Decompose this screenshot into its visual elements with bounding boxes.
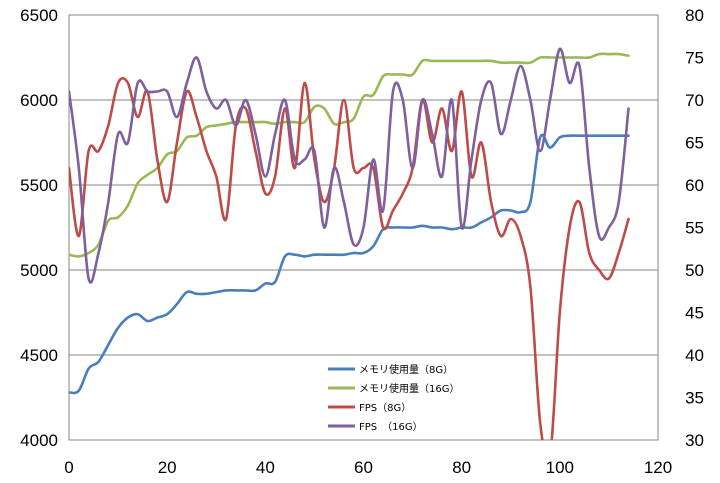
x-tick-label: 40	[256, 458, 275, 477]
series-line-fps-16g	[69, 47, 630, 284]
x-tick-label: 60	[354, 458, 373, 477]
y-right-tick-label: 55	[685, 219, 704, 238]
y-left-tick-label: 4500	[20, 346, 58, 365]
y-right-tick-label: 75	[685, 49, 704, 68]
x-tick-label: 80	[452, 458, 471, 477]
y-right-tick-label: 70	[685, 91, 704, 110]
y-left-tick-label: 5500	[20, 176, 58, 195]
y-right-tick-label: 35	[685, 389, 704, 408]
legend: メモリ使用量（8G） メモリ使用量（16G） FPS（8G） FPS （16G）	[328, 363, 459, 433]
legend-label-mem-8g: メモリ使用量（8G）	[359, 363, 453, 376]
y-right-tick-label: 50	[685, 261, 704, 280]
gridlines	[69, 99, 658, 356]
x-tick-label: 20	[158, 458, 177, 477]
y-right-tick-label: 40	[685, 346, 704, 365]
y-right-tick-label: 30	[685, 431, 704, 450]
y-left-tick-label: 6500	[20, 6, 58, 25]
y-right-tick-label: 80	[685, 6, 704, 25]
series-line-mem-8g	[69, 133, 630, 395]
y-left-tick-label: 4000	[20, 431, 58, 450]
axis-tick-labels: 0 20 40 60 80 100 120 4000 4500 5000 5500 6000 6500 3…	[20, 6, 704, 477]
y-right-tick-label: 65	[685, 134, 704, 153]
y-right-tick-label: 45	[685, 304, 704, 323]
x-tick-label: 0	[64, 458, 73, 477]
legend-label-fps-8g: FPS（8G）	[359, 402, 411, 414]
plot-area-border	[68, 14, 659, 441]
y-right-tick-label: 60	[685, 176, 704, 195]
y-left-tick-label: 5000	[20, 261, 58, 280]
legend-label-fps-16g: FPS （16G）	[359, 421, 423, 433]
x-tick-label: 120	[644, 458, 672, 477]
series-line-fps-8g	[69, 76, 630, 440]
legend-label-mem-16g: メモリ使用量（16G）	[359, 382, 459, 395]
series-layer	[69, 47, 630, 440]
y-left-tick-label: 6000	[20, 91, 58, 110]
x-tick-label: 100	[546, 458, 574, 477]
